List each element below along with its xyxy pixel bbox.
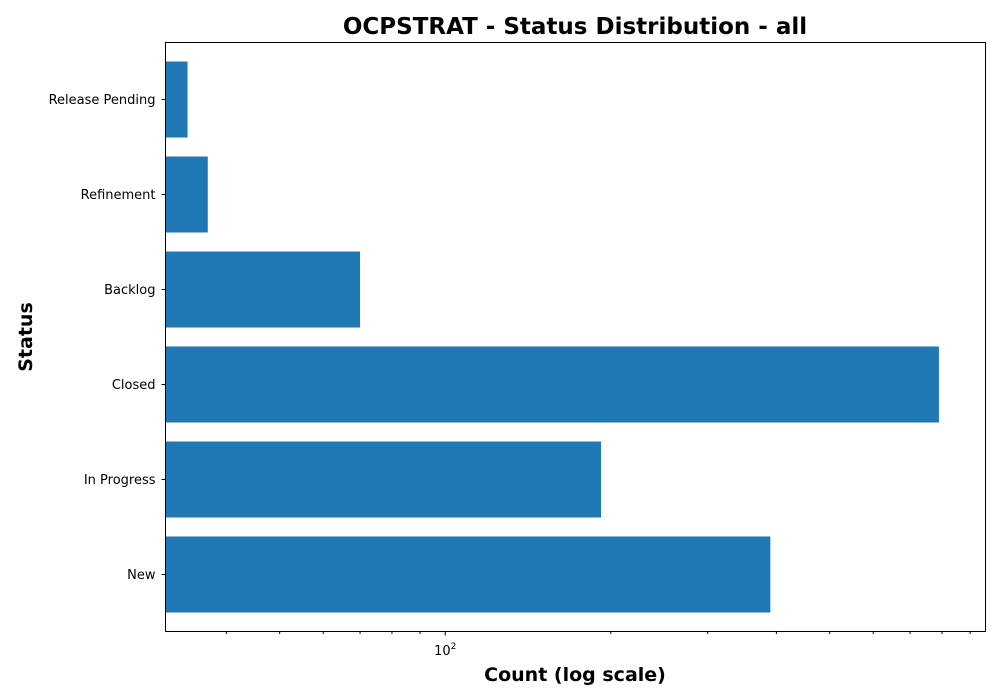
y-tick-label: Backlog: [104, 283, 155, 298]
y-tick-label: In Progress: [84, 473, 156, 488]
bar-new: [165, 536, 771, 613]
y-tick-label: Refinement: [81, 188, 156, 203]
plot-frame: [165, 42, 986, 632]
y-axis-label: Status: [15, 302, 37, 372]
bar-closed: [165, 346, 939, 423]
plot-area: [165, 42, 986, 632]
bars: [165, 61, 939, 613]
y-tick-label: New: [127, 568, 156, 583]
chart-title: OCPSTRAT - Status Distribution - all: [343, 14, 807, 40]
y-axis-ticks: New In Progress Closed Backlog Refinement Rel…: [49, 93, 166, 583]
y-tick-label: Release Pending: [49, 93, 156, 108]
bar-in-progress: [165, 441, 602, 518]
x-axis-ticks: [225, 631, 971, 636]
bar-backlog: [165, 251, 361, 328]
x-axis-label: Count (log scale): [484, 664, 666, 686]
x-tick-exponent: 2: [451, 642, 457, 652]
x-tick-base: 10: [434, 644, 451, 659]
y-tick-label: Closed: [112, 378, 156, 393]
bar-release-pending: [165, 61, 188, 138]
bar-refinement: [165, 156, 208, 233]
x-axis-major-tick-label: 102: [434, 642, 456, 659]
